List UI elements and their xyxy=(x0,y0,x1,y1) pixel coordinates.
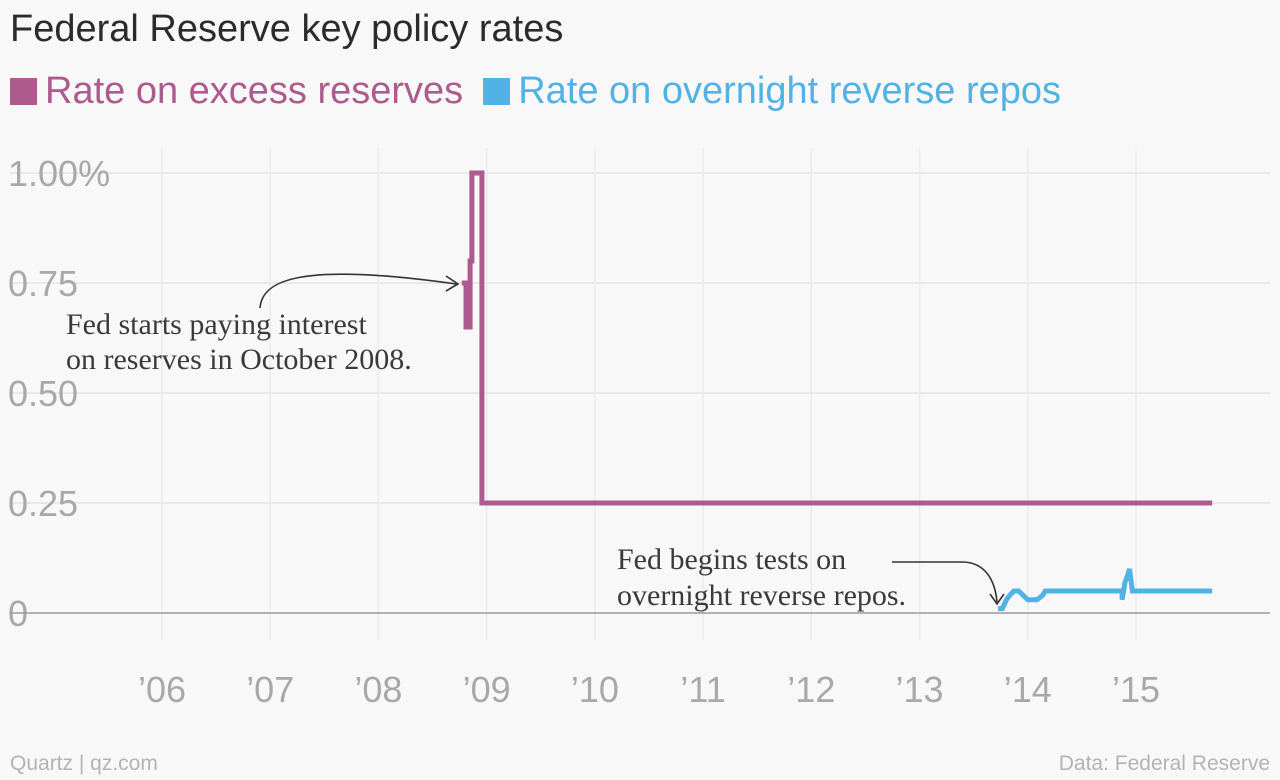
y-tick-label: 0.75 xyxy=(8,263,78,304)
annotation-arrowhead-ioer xyxy=(445,275,460,292)
chart-legend: Rate on excess reserves Rate on overnigh… xyxy=(10,70,1081,113)
annotation-arrow-ioer xyxy=(259,273,457,309)
x-tick-label: ’13 xyxy=(896,669,944,710)
x-tick-label: ’10 xyxy=(571,669,619,710)
x-tick-label: ’06 xyxy=(138,669,186,710)
chart-title: Federal Reserve key policy rates xyxy=(10,8,564,50)
x-tick-label: ’08 xyxy=(354,669,402,710)
x-tick-label: ’15 xyxy=(1112,669,1160,710)
y-tick-label: 0.25 xyxy=(8,483,78,524)
y-tick-label: 0.50 xyxy=(8,373,78,414)
x-tick-label: ’12 xyxy=(787,669,835,710)
y-axis-ticks: 00.250.500.751.00% xyxy=(8,153,110,634)
footer-source-right: Data: Federal Reserve xyxy=(1058,752,1270,775)
legend-swatch-reverse-repos xyxy=(483,78,511,105)
series-lines xyxy=(461,170,1213,612)
series-line-excess-reserves xyxy=(461,170,1213,506)
x-tick-label: ’14 xyxy=(1004,669,1052,710)
annotation-arrowhead-rrp xyxy=(989,593,1005,606)
grid-lines xyxy=(10,148,1270,640)
annotation-ioer-line-1: Fed starts paying interest xyxy=(66,308,367,341)
legend-label-reverse-repos: Rate on overnight reverse repos xyxy=(518,70,1062,112)
legend-item-reverse-repos: Rate on overnight reverse repos xyxy=(483,70,1061,113)
footer-source-left: Quartz | qz.com xyxy=(10,752,158,775)
annotation-ioer-line-2: on reserves in October 2008. xyxy=(66,343,412,376)
legend-item-excess-reserves: Rate on excess reserves xyxy=(10,70,463,113)
annotation-rrp-line-2: overnight reverse repos. xyxy=(617,579,906,612)
series-line-reverse-repos xyxy=(998,568,1213,612)
x-axis-ticks: ’06 ’07 ’08 ’09 ’10 ’11 ’12 ’13 ’14 ’15 xyxy=(138,669,1160,710)
legend-swatch-excess-reserves xyxy=(10,78,37,105)
x-tick-label: ’09 xyxy=(463,669,511,710)
legend-label-excess-reserves: Rate on excess reserves xyxy=(45,70,464,112)
x-tick-label: ’11 xyxy=(680,669,725,710)
annotation-rrp-line-1: Fed begins tests on xyxy=(617,543,846,576)
annotation-arrow-rrp xyxy=(892,561,998,603)
annotations: Fed starts paying interest on reserves i… xyxy=(66,273,1005,612)
y-tick-label: 1.00% xyxy=(8,153,110,194)
x-tick-label: ’07 xyxy=(246,669,294,710)
